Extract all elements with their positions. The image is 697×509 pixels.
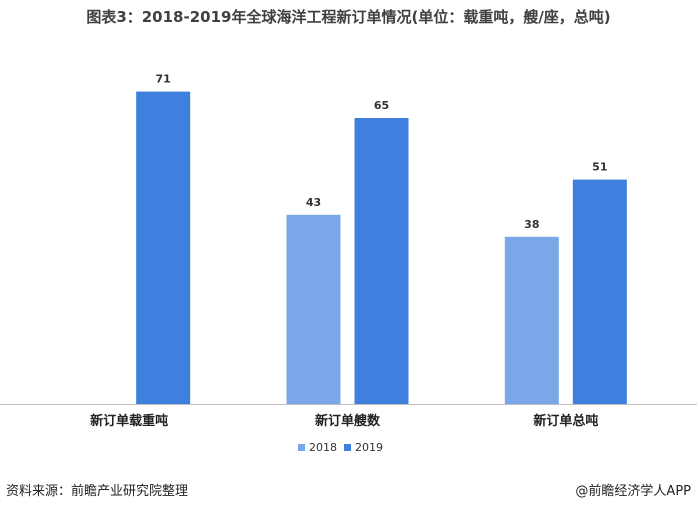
x-tick-label-3: 新订单总吨 bbox=[533, 413, 598, 429]
legend-swatch-2019 bbox=[344, 444, 351, 451]
data-label-2019-1: 71 bbox=[156, 73, 171, 86]
legend-label-2018: 2018 bbox=[309, 441, 337, 454]
source-note: 资料来源：前瞻产业研究院整理 bbox=[6, 484, 189, 499]
x-tick-label-2: 新订单艘数 bbox=[315, 413, 381, 429]
bar-2019-2 bbox=[354, 118, 409, 404]
legend-label-2019: 2019 bbox=[355, 441, 383, 454]
data-label-2018-3: 38 bbox=[524, 218, 539, 231]
data-label-2019-3: 51 bbox=[592, 161, 607, 174]
bar-2019-3 bbox=[572, 179, 627, 404]
data-label-2019-2: 65 bbox=[374, 99, 389, 112]
data-label-2018-2: 43 bbox=[306, 196, 321, 209]
brand-credit: @前瞻经济学人APP bbox=[575, 484, 691, 499]
bar-2019-1 bbox=[136, 91, 191, 404]
legend-swatch-2018 bbox=[298, 444, 305, 451]
bar-2018-2 bbox=[286, 214, 341, 404]
x-tick-label-1: 新订单载重吨 bbox=[90, 413, 168, 429]
chart-title: 图表3：2018-2019年全球海洋工程新订单情况(单位：载重吨，艘/座，总吨) bbox=[86, 8, 611, 26]
bar-2018-3 bbox=[504, 236, 559, 404]
